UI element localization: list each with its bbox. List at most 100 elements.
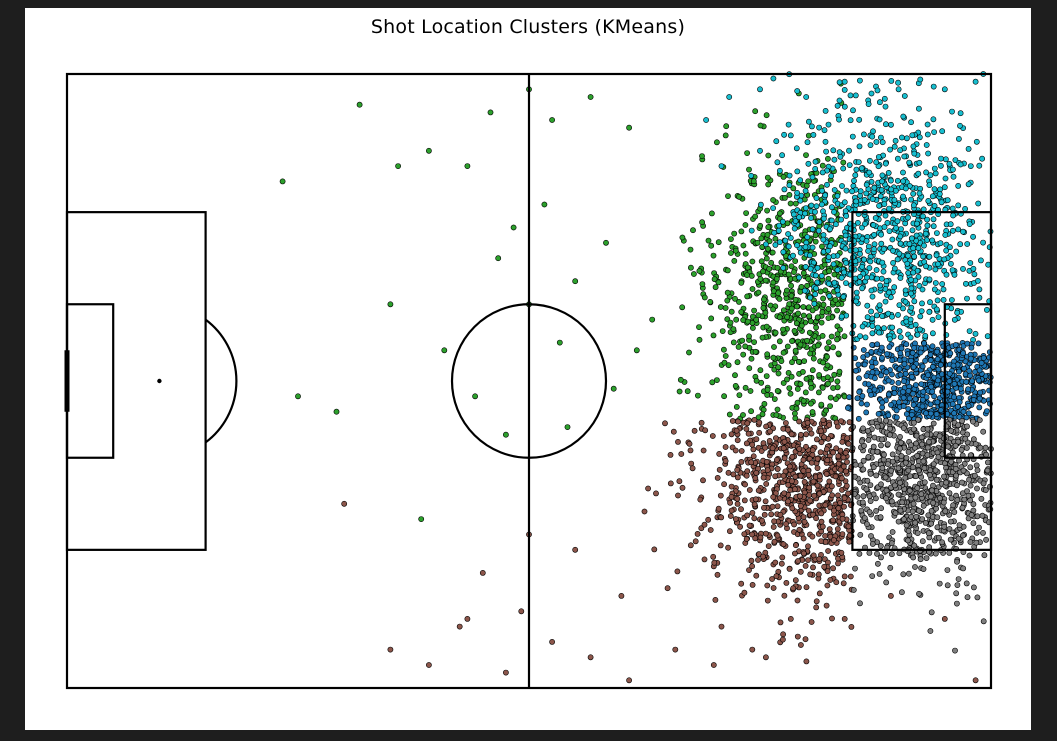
shot-point-cluster-1	[759, 411, 766, 418]
shot-point-cluster-3	[958, 385, 964, 392]
shot-point-brown	[549, 639, 555, 645]
shot-point-cluster-5	[878, 505, 884, 512]
shot-point-cluster-5	[889, 529, 896, 535]
shot-point-cluster-2	[842, 232, 849, 239]
shot-point-cluster-5	[980, 428, 987, 435]
shot-point-cluster-2	[900, 193, 906, 200]
shot-point-cluster-2	[976, 286, 983, 293]
shot-point-brown	[502, 669, 509, 676]
shot-point-cluster-4	[825, 548, 831, 554]
shot-point-cluster-2	[944, 197, 951, 204]
shot-point-cluster-1	[748, 355, 755, 362]
shot-point-cluster-3	[859, 393, 866, 399]
shot-point-cluster-4	[780, 636, 786, 643]
shot-point-cluster-1	[825, 305, 832, 312]
shot-point-cluster-5	[859, 499, 866, 506]
shot-point-cluster-2	[797, 249, 804, 256]
shot-point-cluster-1	[742, 343, 749, 350]
shot-point-cluster-2	[866, 265, 873, 271]
shot-point-cluster-2	[973, 138, 980, 145]
shot-point-cluster-4	[808, 619, 815, 625]
shot-point-cluster-2	[857, 251, 863, 257]
shot-point-cluster-1	[721, 346, 727, 353]
shot-point-cluster-5	[927, 493, 934, 500]
shot-point-cluster-2	[843, 213, 850, 219]
shot-point-cluster-4	[814, 455, 821, 462]
shot-point-cluster-2	[779, 218, 786, 225]
shot-point-cluster-3	[902, 370, 909, 377]
shot-point-cluster-2	[780, 249, 787, 255]
shot-point-cluster-1	[677, 376, 684, 383]
shot-point-brown	[587, 654, 594, 661]
shot-point-cluster-2	[970, 265, 977, 272]
shot-point-cluster-1	[731, 230, 738, 237]
shot-point-cluster-4	[645, 485, 651, 492]
shot-point-cluster-3	[861, 361, 868, 368]
shot-point-cluster-2	[869, 330, 876, 337]
shot-point-cluster-4	[813, 598, 820, 605]
shot-point-cluster-1	[743, 210, 749, 216]
shot-point-cluster-5	[865, 453, 872, 460]
shot-point-cluster-1	[824, 353, 830, 360]
shot-point-cluster-1	[732, 295, 738, 302]
shot-point-cluster-4	[753, 469, 760, 476]
shot-point-cluster-3	[856, 375, 862, 382]
shot-point-cluster-2	[834, 267, 841, 273]
shot-point-cluster-5	[912, 494, 919, 501]
shot-point-cluster-4	[830, 517, 836, 524]
shot-point-cluster-1	[788, 373, 795, 380]
shot-point-cluster-2	[809, 174, 816, 181]
shot-point-cluster-4	[689, 465, 696, 472]
shot-point-cluster-2	[763, 241, 769, 248]
shot-point-cluster-4	[777, 511, 784, 518]
shot-point-cluster-2	[976, 162, 983, 169]
shot-point-cluster-5	[949, 529, 956, 536]
shot-point-cluster-1	[820, 359, 826, 366]
shot-point-cluster-4	[824, 568, 831, 575]
pitch-lines	[64, 72, 993, 690]
shot-point-cluster-5	[909, 508, 916, 515]
shot-point-cluster-1	[800, 368, 806, 375]
shot-point-cluster-2	[812, 208, 818, 215]
shot-point-cluster-3	[919, 363, 926, 370]
shot-point-cluster-3	[863, 373, 870, 379]
shot-point-cluster-4	[697, 496, 704, 503]
shot-point-cluster-4	[771, 538, 778, 545]
shot-point-cluster-1	[794, 303, 800, 310]
shot-point-cluster-4	[822, 502, 829, 508]
shot-point-cluster-2	[927, 172, 934, 179]
shot-point-cluster-4	[675, 438, 681, 445]
shot-point-cluster-2	[793, 145, 800, 152]
shot-point-cluster-4	[738, 506, 744, 513]
shot-point-cluster-2	[812, 165, 819, 172]
shot-point-green	[295, 393, 301, 400]
shot-point-cluster-3	[956, 368, 962, 375]
shot-point-cluster-5	[960, 532, 966, 539]
shot-point-brown	[888, 593, 894, 599]
shot-point-cluster-4	[670, 428, 677, 435]
shot-point-cluster-3	[879, 404, 886, 411]
shot-point-cluster-4	[783, 420, 789, 426]
shot-point-cluster-4	[722, 444, 729, 450]
shot-point-cluster-2	[905, 269, 912, 276]
shot-point-cluster-3	[950, 362, 957, 369]
shot-point-cluster-4	[714, 474, 721, 481]
shot-point-cluster-4	[805, 471, 812, 478]
shot-point-cluster-1	[750, 325, 756, 331]
shot-point-brown	[641, 508, 648, 515]
shot-point-cluster-4	[780, 472, 787, 479]
shot-point-cluster-5	[952, 647, 958, 654]
shot-point-cluster-2	[962, 205, 968, 212]
shot-point-cluster-2	[826, 293, 833, 299]
shot-point-cluster-5	[925, 512, 932, 519]
shot-point-cluster-2	[836, 97, 843, 104]
shot-point-cluster-4	[781, 490, 788, 497]
shot-point-cluster-1	[742, 250, 749, 257]
shot-point-cluster-3	[893, 407, 900, 414]
shot-point-green	[356, 101, 363, 108]
shot-point-cluster-2	[828, 173, 835, 179]
shot-point-cluster-4	[748, 557, 755, 564]
shot-point-cluster-5	[863, 486, 870, 492]
shot-point-cluster-2	[949, 108, 955, 115]
shot-point-cluster-4	[746, 522, 753, 529]
